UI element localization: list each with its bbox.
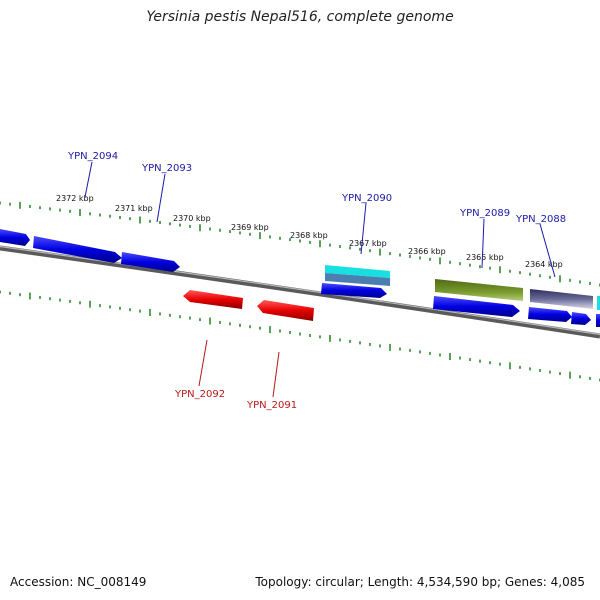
gene-label-ypn-2092[interactable]: YPN_2092 xyxy=(174,389,225,400)
forward-gene-ypn-2094[interactable] xyxy=(33,236,122,263)
leader-line xyxy=(360,202,367,255)
gene-label-ypn-2091[interactable]: YPN_2091 xyxy=(246,400,297,411)
scale-label-2371: 2371 kbp xyxy=(115,204,153,213)
scale-label-2367: 2367 kbp xyxy=(349,239,387,248)
cyan-feature-shade xyxy=(325,273,390,286)
scale-label-2370: 2370 kbp xyxy=(173,214,211,223)
reverse-gene-ypn-2091[interactable] xyxy=(257,300,314,321)
gene-label-ypn-2090[interactable]: YPN_2090 xyxy=(341,193,392,204)
gene-label-ypn-2088[interactable]: YPN_2088 xyxy=(515,214,566,225)
cyan-feature-ypn-2090[interactable] xyxy=(325,265,390,278)
leader-line xyxy=(84,161,93,198)
scale-label-2372: 2372 kbp xyxy=(56,194,94,203)
leader-line xyxy=(481,218,485,269)
cyan-feature-edge xyxy=(597,296,600,310)
lower-tick-row xyxy=(0,290,600,382)
olive-feature-ypn-2089[interactable] xyxy=(435,279,523,301)
accession-label: Accession: NC_008149 xyxy=(10,575,147,589)
scale-label-2369: 2369 kbp xyxy=(231,223,269,232)
leader-line xyxy=(539,223,556,278)
reverse-gene-ypn-2092[interactable] xyxy=(183,290,243,309)
scale-label-2364: 2364 kbp xyxy=(525,260,563,269)
genome-summary: Topology: circular; Length: 4,534,590 bp… xyxy=(255,575,585,589)
leader-line xyxy=(272,351,280,398)
forward-gene[interactable] xyxy=(433,296,520,317)
leader-line xyxy=(156,173,166,223)
scale-label-2365: 2365 kbp xyxy=(466,253,504,262)
scale-label-2368: 2368 kbp xyxy=(290,231,328,240)
genome-backbone xyxy=(0,245,600,339)
gene-label-ypn-2089[interactable]: YPN_2089 xyxy=(459,208,510,219)
forward-gene-ypn-2088[interactable] xyxy=(528,307,572,322)
forward-gene-ypn-2090[interactable] xyxy=(321,283,387,298)
slate-feature-ypn-2088[interactable] xyxy=(530,289,593,309)
forward-gene-ypn-2093[interactable] xyxy=(121,252,180,272)
gene-label-ypn-2093[interactable]: YPN_2093 xyxy=(141,163,192,174)
upper-tick-row xyxy=(0,201,600,287)
gene-label-ypn-2094[interactable]: YPN_2094 xyxy=(67,151,118,162)
scale-label-2366: 2366 kbp xyxy=(408,247,446,256)
map-title: Yersinia pestis Nepal516, complete genom… xyxy=(146,9,454,25)
forward-gene[interactable] xyxy=(571,312,591,325)
forward-gene[interactable] xyxy=(596,314,600,327)
leader-line xyxy=(198,339,208,387)
forward-gene[interactable] xyxy=(0,229,30,246)
